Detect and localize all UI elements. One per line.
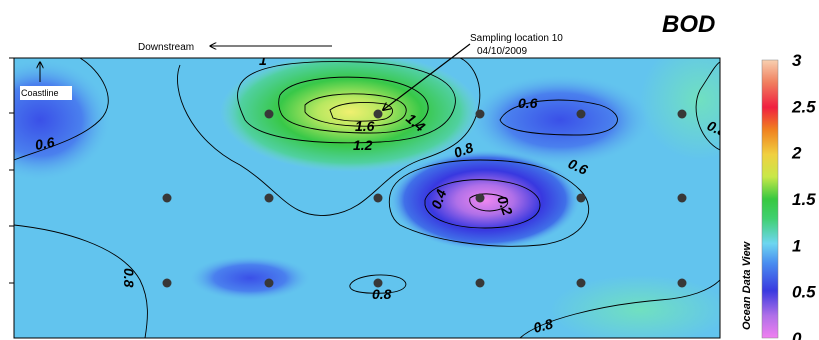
sampling-point — [264, 109, 274, 119]
green-high-region — [220, 58, 480, 172]
sampling-point — [373, 193, 383, 203]
contour-line-1-0 — [237, 61, 456, 144]
colorbar-ticks: 0 0.5 1 1.5 2 2.5 3 — [791, 51, 816, 340]
contour-line-0-6-lower — [388, 159, 590, 247]
sampling-point — [475, 278, 485, 288]
sampling-point — [677, 278, 687, 288]
coastline-annotation: Coastline — [20, 62, 72, 100]
contour-label: 0.8 — [452, 139, 476, 161]
sampling-point — [373, 278, 383, 288]
colorbar-tick-label: 0.5 — [792, 283, 816, 302]
colorbar-tick-label: 2.5 — [791, 97, 816, 116]
sampling-point — [373, 109, 383, 119]
contour-line-0-8-bottom-right — [519, 279, 720, 338]
contour-label: 0.6 — [566, 155, 591, 178]
teal-region-right — [640, 58, 720, 160]
sampling-point — [264, 193, 274, 203]
sampling-point — [264, 278, 274, 288]
contour-line-0-8-left-bottom — [14, 224, 148, 338]
contour-label: 0.4 — [428, 187, 450, 211]
teal-region-bottom — [550, 275, 720, 338]
colorbar-tick-label: 3 — [792, 51, 802, 70]
contour-line-0-8-bottom-center — [349, 274, 407, 294]
contour-line-1-6 — [329, 102, 393, 122]
downstream-label-bg — [135, 40, 333, 54]
contour-line-1-2 — [278, 76, 429, 134]
contour-label: 1.6 — [355, 118, 375, 134]
sampling-point — [677, 193, 687, 203]
sampling-point — [475, 109, 485, 119]
contour-line-0-6-right — [499, 99, 618, 136]
blue-region-bottom — [190, 256, 310, 300]
downstream-label: Downstream — [138, 42, 194, 53]
contour-line-0-2 — [469, 193, 509, 212]
sampling-location-annotation: Sampling location 10 04/10/2009 — [383, 33, 563, 110]
contour-label: 0.6 — [34, 134, 56, 153]
downstream-annotation: Downstream — [135, 40, 333, 54]
coastline-label-bg — [20, 86, 72, 100]
contour-label: 0.6 — [518, 95, 538, 111]
sampling-point — [576, 193, 586, 203]
sampling-location-title: Sampling location 10 — [470, 33, 563, 44]
colorbar-tick-label: 2 — [791, 144, 802, 163]
contour-line-0-8-right — [695, 61, 720, 151]
purple-low-region — [390, 150, 580, 250]
contour-label: 0.8 — [532, 315, 555, 336]
sampling-location-arrow — [383, 43, 471, 110]
sampling-location-date: 04/10/2009 — [477, 46, 527, 57]
blue-region-right — [470, 75, 650, 165]
plot-frame — [13, 57, 721, 339]
colorbar-tick-label: 0 — [792, 329, 802, 340]
sampling-point — [162, 193, 172, 203]
plot-area: 1 1.4 1.6 1.2 0.6 0.6 0.8 0.8 0.6 0.4 0.… — [14, 52, 720, 338]
contour-line-0-6-left — [14, 58, 109, 161]
colorbar-tick-label: 1.5 — [792, 190, 816, 209]
sampling-point — [576, 109, 586, 119]
contour-line-0-4 — [424, 179, 541, 229]
contour-label: 0.8 — [372, 286, 392, 302]
contour-line-1-4 — [304, 93, 407, 127]
chart-title: BOD — [662, 11, 715, 38]
contour-label: 0.2 — [494, 194, 516, 218]
contour-label: 0.8 — [121, 268, 137, 288]
sampling-point — [677, 109, 687, 119]
sampling-point — [576, 278, 586, 288]
ocean-data-view-watermark: Ocean Data View — [741, 240, 753, 330]
colorbar-gradient — [761, 59, 779, 339]
coastline-label: Coastline — [21, 88, 59, 98]
sampling-point — [475, 193, 485, 203]
contour-line-0-8-central — [177, 58, 481, 216]
contour-label: 1 — [259, 52, 267, 68]
sampling-point — [162, 278, 172, 288]
left-axis-ticks — [9, 57, 14, 284]
contour-label: 1.2 — [353, 137, 373, 153]
colorbar-tick-label: 1 — [792, 236, 801, 255]
contour-lines — [14, 58, 720, 338]
sampling-points — [162, 109, 687, 288]
colorbar: 0 0.5 1 1.5 2 2.5 3 — [761, 51, 816, 340]
